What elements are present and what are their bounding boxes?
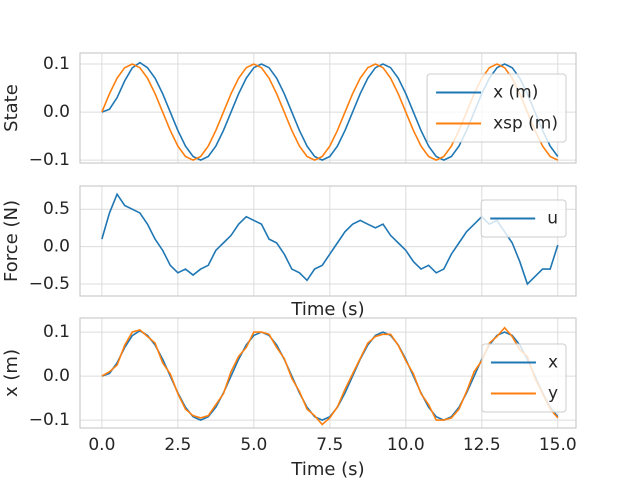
y-tick-label: 0.0 <box>43 366 70 386</box>
subplot: −0.1 0.0 0.1 State x (m) xsp (m) <box>1 52 577 170</box>
x-tick-label: 15.0 <box>539 435 577 455</box>
y-axis-label: x (m) <box>1 349 22 397</box>
axes-frame <box>79 317 577 429</box>
legend-label: y <box>548 384 558 404</box>
legend-box <box>426 73 567 143</box>
x-tick-label: 10.0 <box>387 435 425 455</box>
x-axis-label: Time (s) <box>290 299 364 320</box>
legend-label: x (m) <box>493 83 538 103</box>
y-tick-label: 0.0 <box>43 102 70 122</box>
y-axis-label: Force (N) <box>1 200 22 282</box>
x-tick-label: 0.0 <box>88 435 115 455</box>
legend-label: x <box>548 353 558 373</box>
subplot: −0.1 0.0 0.1 0.0 2.5 5.0 7.5 10.0 12.5 15.0 x (m) T… <box>1 317 577 480</box>
axes-frame <box>79 52 577 164</box>
y-tick-label: 0.0 <box>43 237 70 257</box>
x-axis-label: Time (s) <box>290 459 364 480</box>
y-axis-label: State <box>1 84 22 132</box>
y-tick-label: 0.5 <box>43 199 70 219</box>
y-tick-label: −0.1 <box>29 410 70 430</box>
legend-box <box>481 343 567 413</box>
legend: xy <box>481 343 567 413</box>
x-tick-label: 7.5 <box>316 435 343 455</box>
y-tick-label: 0.1 <box>43 322 70 342</box>
subplot: −0.5 0.0 0.5 Force (N) Time (s) u <box>1 185 577 320</box>
y-tick-label: −0.1 <box>29 150 70 170</box>
x-tick-label: 5.0 <box>240 435 267 455</box>
legend-label: xsp (m) <box>493 114 558 134</box>
legend: x (m) xsp (m) <box>426 73 567 143</box>
x-tick-label: 2.5 <box>164 435 191 455</box>
y-tick-label: −0.5 <box>29 274 70 294</box>
legend: u <box>480 199 567 238</box>
legend-label: u <box>547 209 558 229</box>
axes-frame <box>79 185 577 297</box>
x-tick-label: 12.5 <box>463 435 501 455</box>
y-tick-label: 0.1 <box>43 54 70 74</box>
